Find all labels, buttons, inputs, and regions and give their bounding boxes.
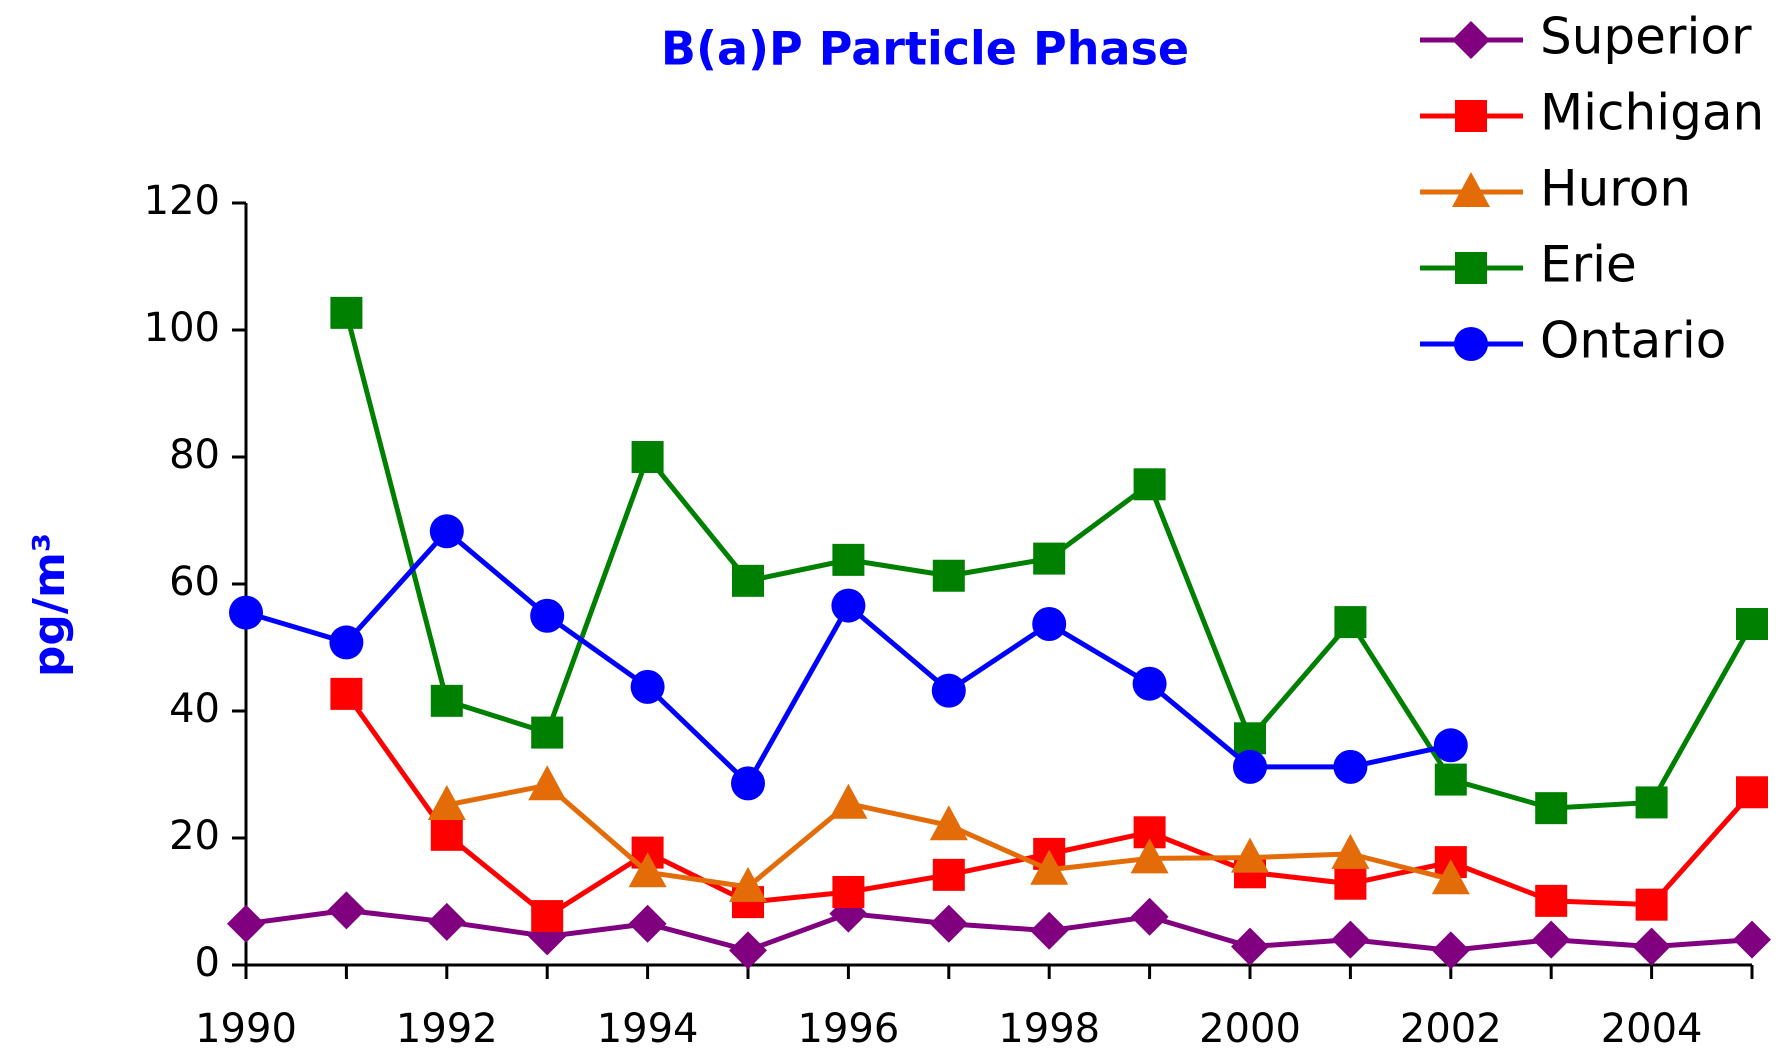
y-tick-label: 20 (169, 813, 220, 859)
data-point (1736, 776, 1768, 809)
legend-label: Huron (1540, 160, 1691, 218)
data-point (729, 931, 767, 970)
data-point (427, 902, 466, 941)
y-tick-label: 0 (195, 940, 220, 986)
data-point (931, 673, 966, 708)
data-point (1433, 728, 1468, 763)
data-point (929, 904, 968, 943)
data-point (1635, 888, 1668, 921)
y-tick-label: 100 (144, 305, 220, 351)
series-line (245, 907, 1753, 953)
data-point (932, 559, 965, 592)
data-point (1535, 884, 1568, 917)
data-point (1431, 931, 1470, 970)
x-tick-label: 1990 (195, 1006, 297, 1052)
x-tick-label: 1998 (998, 1006, 1100, 1052)
y-axis-label: pg/m³ (24, 533, 75, 677)
data-point (1030, 849, 1069, 885)
data-point (831, 588, 866, 623)
data-point (1535, 792, 1568, 825)
data-point (227, 904, 265, 943)
y-tick-label: 120 (144, 178, 220, 224)
x-tick-label: 1994 (597, 1006, 699, 1052)
data-point (929, 805, 968, 841)
data-point (531, 900, 564, 933)
x-tick-label: 1992 (396, 1006, 498, 1052)
data-point (430, 684, 463, 717)
legend-marker (1454, 327, 1488, 361)
y-tick-label: 60 (169, 559, 220, 605)
data-point (732, 564, 764, 597)
data-point (528, 765, 567, 801)
data-point (1333, 749, 1368, 784)
data-point (1231, 837, 1269, 873)
data-point (1532, 920, 1571, 959)
data-point (628, 852, 667, 888)
data-point (631, 441, 664, 473)
data-point (429, 514, 464, 549)
data-point (729, 866, 767, 902)
data-point (1233, 749, 1267, 784)
data-point (1030, 911, 1069, 950)
legend-marker (1455, 252, 1487, 284)
x-tick-label: 2000 (1199, 1006, 1301, 1052)
data-point (932, 858, 965, 891)
data-point (1736, 608, 1768, 641)
chart-title: B(a)P Particle Phase (661, 22, 1189, 76)
data-point (1032, 607, 1067, 642)
data-point (430, 818, 463, 851)
data-point (1431, 859, 1470, 895)
y-tick-label: 80 (169, 432, 220, 478)
data-point (1331, 833, 1370, 869)
data-point (1130, 897, 1169, 936)
data-point (427, 784, 466, 820)
data-point (1334, 867, 1367, 900)
data-point (1033, 542, 1066, 575)
data-point (832, 875, 865, 908)
data-point (1130, 838, 1169, 874)
data-point (731, 766, 765, 801)
data-point (832, 543, 865, 576)
legend-label: Michigan (1540, 84, 1764, 142)
data-point (628, 904, 667, 943)
legend-label: Ontario (1540, 312, 1726, 370)
x-tick-label: 2002 (1400, 1006, 1502, 1052)
data-point (1635, 786, 1668, 819)
data-point (1133, 468, 1166, 501)
data-point (630, 669, 665, 704)
data-point (229, 595, 263, 630)
x-tick-label: 1996 (798, 1006, 900, 1052)
y-tick-label: 40 (169, 686, 220, 732)
data-point (330, 677, 363, 710)
data-point (1331, 920, 1370, 959)
data-point (1733, 920, 1771, 959)
data-point (530, 598, 565, 633)
data-point (329, 625, 364, 660)
data-point (330, 296, 363, 329)
data-point (1334, 606, 1367, 639)
legend-marker (1452, 172, 1490, 207)
data-point (1132, 666, 1167, 701)
data-point (1434, 763, 1467, 796)
data-point (1632, 927, 1671, 966)
data-point (829, 783, 868, 819)
data-point (531, 716, 564, 749)
legend-label: Superior (1540, 8, 1752, 66)
legend-label: Erie (1540, 236, 1637, 294)
x-tick-label: 2004 (1601, 1006, 1703, 1052)
legend-marker (1452, 21, 1490, 59)
data-point (1231, 927, 1269, 966)
legend-marker (1455, 100, 1487, 132)
data-point (327, 891, 366, 930)
data-point (1234, 722, 1266, 755)
